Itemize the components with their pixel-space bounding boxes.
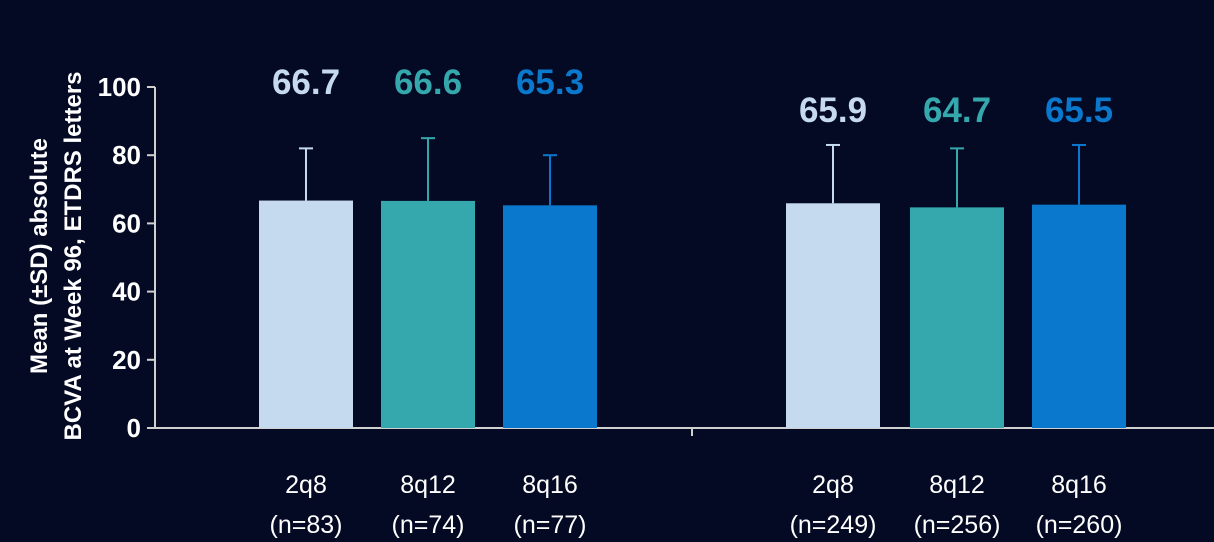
category-n-label: (n=260) (1036, 511, 1123, 539)
category-label: 2q8 (285, 471, 327, 499)
category-n-label: (n=249) (790, 511, 877, 539)
y-tick-label: 0 (127, 413, 141, 443)
category-label: 8q12 (400, 471, 456, 499)
value-label: 65.5 (1045, 91, 1113, 130)
category-n-label: (n=74) (392, 511, 465, 539)
value-label: 65.9 (799, 91, 867, 130)
value-labels: 66.7 66.6 65.3 65.9 64.7 65.5 (272, 63, 1113, 130)
error-bars (299, 137, 1086, 208)
bar (503, 205, 597, 428)
bars (259, 200, 1126, 428)
y-tick-label: 80 (112, 140, 141, 170)
y-tick-label: 100 (98, 72, 141, 102)
value-label: 65.3 (516, 63, 584, 102)
value-label: 64.7 (923, 91, 991, 130)
value-label: 66.7 (272, 63, 340, 102)
y-tick-label: 60 (112, 208, 141, 238)
category-label: 8q16 (522, 471, 578, 499)
category-n-label: (n=77) (514, 511, 587, 539)
category-n-label: (n=256) (914, 511, 1001, 539)
category-n-label: (n=83) (270, 511, 343, 539)
bar (786, 203, 880, 428)
bar (259, 200, 353, 428)
bar (910, 207, 1004, 428)
y-ticks: 0 20 40 60 80 100 (98, 72, 155, 443)
category-label: 8q16 (1051, 471, 1107, 499)
y-axis-label: Mean (±SD) absolute BCVA at Week 96, ETD… (26, 71, 87, 440)
y-axis-label-line-1: Mean (±SD) absolute (26, 138, 53, 374)
category-label: 8q12 (929, 471, 985, 499)
y-axis-label-line-2: BCVA at Week 96, ETDRS letters (60, 71, 87, 440)
y-tick-label: 20 (112, 345, 141, 375)
bar (381, 200, 475, 428)
value-label: 66.6 (394, 63, 462, 102)
category-labels: 2q8 (n=83) 8q12 (n=74) 8q16 (n=77) 2q8 (n=249) 8… (270, 471, 1123, 539)
bar (1032, 204, 1126, 428)
y-tick-label: 40 (112, 277, 141, 307)
category-label: 2q8 (812, 471, 854, 499)
